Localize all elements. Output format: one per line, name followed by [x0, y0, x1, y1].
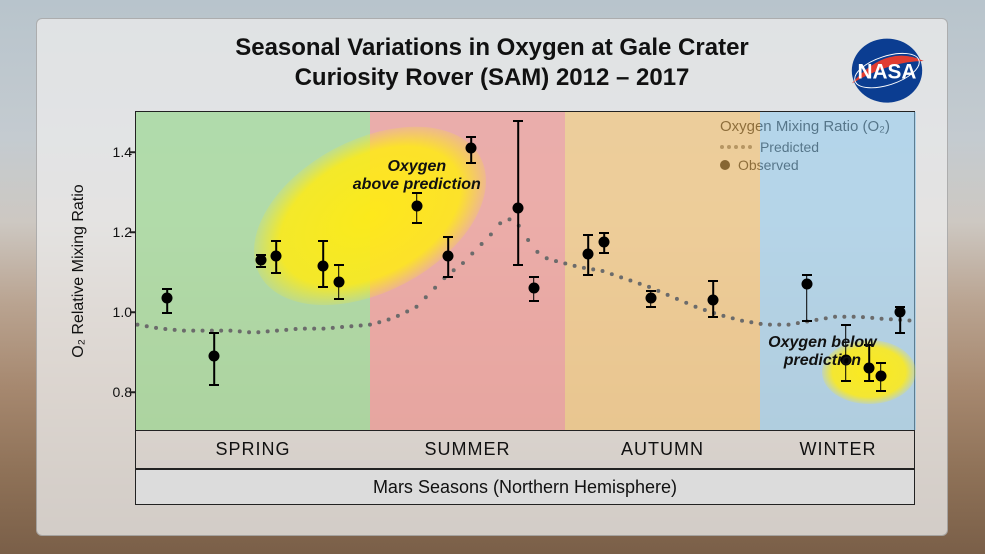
nasa-logo-icon: NASA — [847, 37, 927, 103]
y-axis-label: O₂ Relative Mixing Ratio — [70, 184, 88, 357]
x-axis-label-bar: Mars Seasons (Northern Hemisphere) — [135, 469, 915, 505]
season-label-row: SPRINGSUMMERAUTUMNWINTER — [135, 431, 915, 469]
season-label-summer: SUMMER — [370, 431, 565, 468]
chart-plot-area: Oxygen Mixing Ratio (O₂) Predicted Obser… — [135, 111, 915, 431]
y-tick-label: 1.0 — [92, 304, 132, 320]
chart-panel: Seasonal Variations in Oxygen at Gale Cr… — [36, 18, 948, 536]
x-axis-label: Mars Seasons (Northern Hemisphere) — [373, 477, 677, 498]
season-label-autumn: AUTUMN — [565, 431, 760, 468]
y-tick-label: 0.8 — [92, 384, 132, 400]
y-tick-label: 1.2 — [92, 224, 132, 240]
title-line-1: Seasonal Variations in Oxygen at Gale Cr… — [37, 33, 947, 63]
season-label-winter: WINTER — [760, 431, 916, 468]
y-tick-label: 1.4 — [92, 144, 132, 160]
season-label-spring: SPRING — [136, 431, 370, 468]
annotation-below: Oxygen belowprediction — [752, 334, 892, 371]
chart-title: Seasonal Variations in Oxygen at Gale Cr… — [37, 19, 947, 93]
title-line-2: Curiosity Rover (SAM) 2012 – 2017 — [37, 63, 947, 93]
predicted-curve — [136, 112, 914, 430]
annotation-above: Oxygenabove prediction — [347, 158, 487, 195]
